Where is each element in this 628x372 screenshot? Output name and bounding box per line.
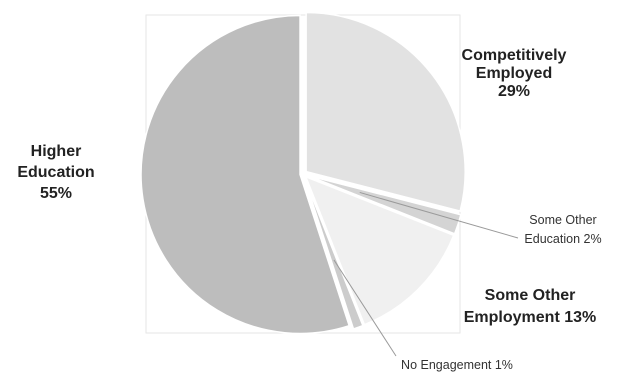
label-line: Some Other bbox=[529, 213, 596, 227]
label-higher-education: Higher Education 55% bbox=[17, 143, 94, 202]
slice-some-other-employment bbox=[304, 175, 455, 326]
leader-lines bbox=[333, 191, 519, 357]
label-some-other-education: Some Other Education 2% bbox=[524, 213, 601, 246]
slice-higher-education bbox=[140, 14, 351, 335]
label-line: Competitively bbox=[462, 47, 567, 64]
slice-no-engagement bbox=[303, 177, 364, 330]
label-competitively-employed: Competitively Employed 29% bbox=[462, 47, 567, 100]
leader-line-no-engagement bbox=[333, 259, 397, 357]
label-line: Education 2% bbox=[524, 232, 601, 246]
label-line: Employment 13% bbox=[464, 309, 596, 326]
label-line: 55% bbox=[40, 185, 72, 202]
label-some-other-employment: Some Other Employment 13% bbox=[464, 287, 596, 326]
pie-slices bbox=[140, 11, 466, 335]
leader-line-some-other-education bbox=[359, 191, 519, 239]
label-line: No Engagement 1% bbox=[401, 358, 513, 372]
slice-labels: Competitively Employed 29% Some Other Educat… bbox=[17, 47, 601, 372]
label-line: Some Other bbox=[485, 287, 576, 304]
label-no-engagement: No Engagement 1% bbox=[401, 358, 513, 372]
label-line: Education bbox=[17, 164, 94, 181]
slice-some-other-education bbox=[306, 174, 462, 235]
label-line: 29% bbox=[498, 83, 530, 100]
label-line: Higher bbox=[31, 143, 82, 160]
slice-competitively-employed bbox=[305, 11, 466, 213]
label-line: Employed bbox=[476, 65, 552, 82]
